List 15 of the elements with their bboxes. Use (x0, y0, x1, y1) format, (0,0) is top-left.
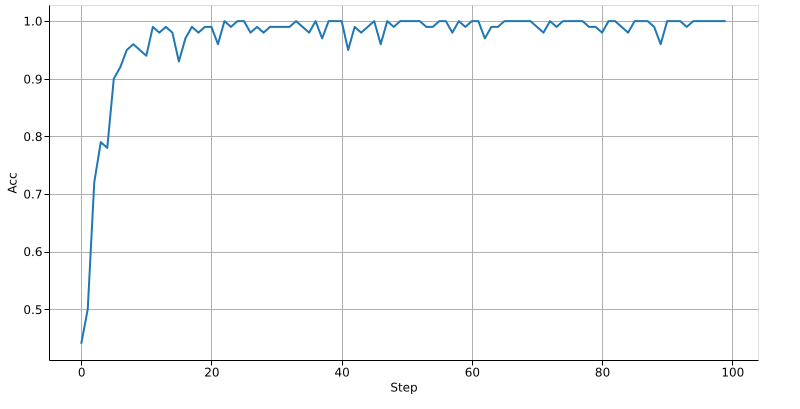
line-series (80, 20, 727, 345)
x-tick-label: 100 (721, 366, 744, 380)
y-tick-label: 0.7 (23, 188, 42, 202)
y-tick-label: 1.0 (23, 14, 42, 29)
x-tick-label: 40 (334, 366, 350, 380)
y-tick-label: 0.8 (23, 130, 42, 144)
x-axis-title: Step (390, 380, 418, 394)
y-tick-label: 0.9 (23, 72, 42, 86)
y-tick-label: 0.6 (23, 245, 42, 260)
x-tick-label: 60 (464, 366, 480, 380)
y-axis-title: Acc (5, 172, 20, 194)
x-tick-label: 0 (78, 366, 86, 380)
y-tick-label: 0.5 (23, 302, 42, 317)
x-tick-label: 80 (594, 366, 610, 380)
x-tick-label: 20 (204, 366, 220, 380)
